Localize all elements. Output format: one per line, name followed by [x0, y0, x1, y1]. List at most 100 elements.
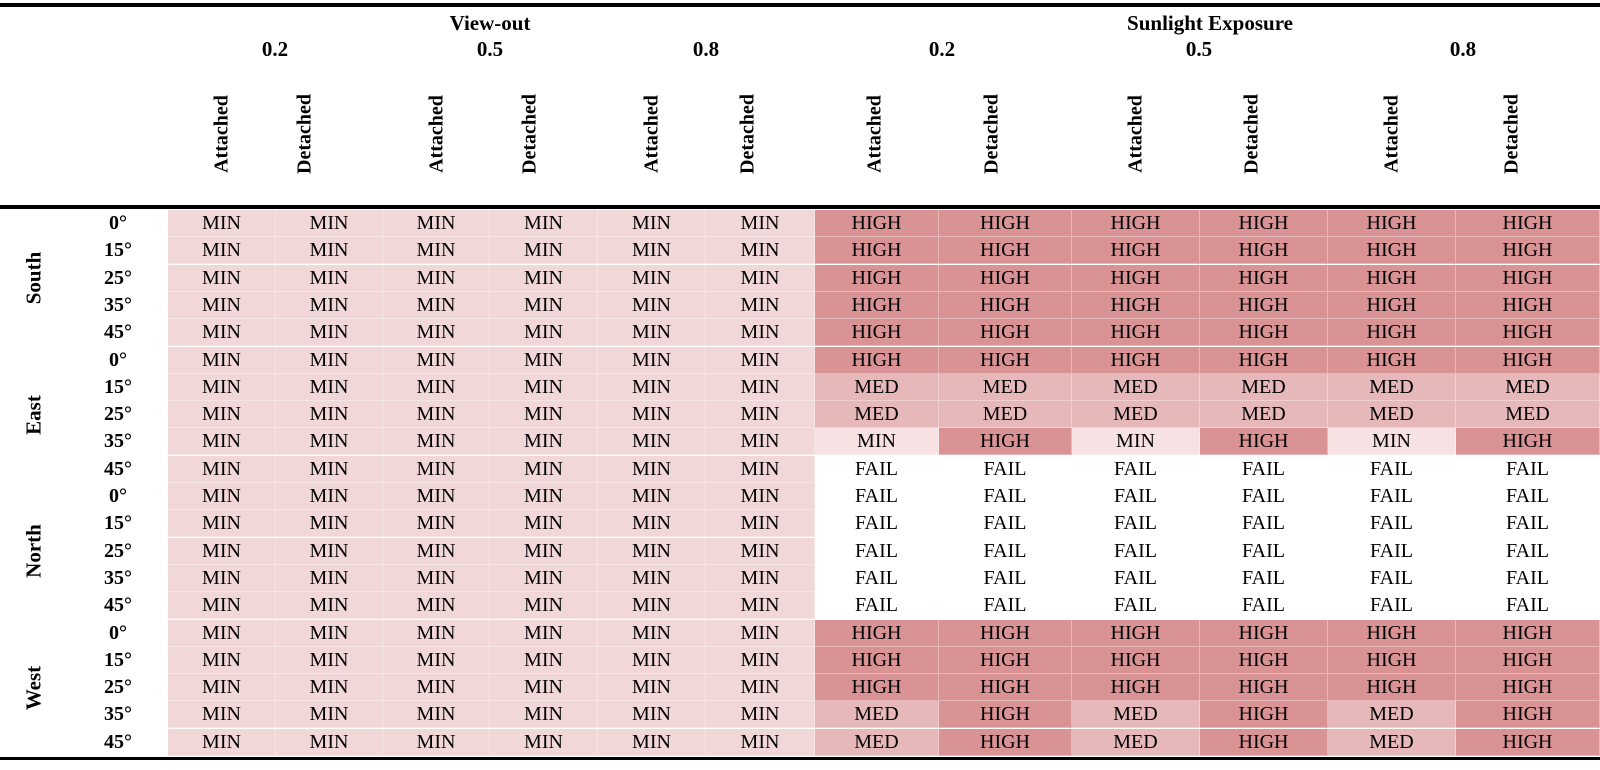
- detached-header: Detached: [516, 86, 544, 182]
- table-cell: HIGH: [1456, 646, 1600, 674]
- ratio-header: 0.5: [476, 37, 504, 61]
- table-cell: MIN: [490, 537, 598, 565]
- table-row: 15° MIN MIN MIN MIN MIN MIN HIGH HIGH HIGH HIGH HIG…: [0, 237, 1600, 265]
- table-cell: MIN: [598, 592, 706, 620]
- ratio-header: 0.5: [1185, 37, 1213, 61]
- table-cell: MIN: [168, 373, 276, 401]
- table-cell: FAIL: [815, 592, 939, 620]
- table-cell: MIN: [706, 592, 815, 620]
- table-cell: MIN: [706, 428, 815, 456]
- table-cell: MED: [939, 373, 1072, 401]
- table-cell: MIN: [168, 646, 276, 674]
- table-cell: MIN: [490, 428, 598, 456]
- table-cell: MIN: [168, 401, 276, 429]
- table-cell: MIN: [598, 483, 706, 510]
- table-cell: MIN: [168, 346, 276, 374]
- orientation-group: North: [16, 483, 52, 620]
- table-cell: MED: [815, 701, 939, 729]
- table-cell: FAIL: [1200, 592, 1328, 620]
- table-row: 0° MIN MIN MIN MIN MIN MIN HIGH HIGH HIGH HIGH HIGH…: [0, 619, 1600, 647]
- table-cell: MED: [1328, 401, 1456, 429]
- table-cell: HIGH: [1072, 237, 1200, 265]
- table-cell: MIN: [383, 592, 490, 620]
- table-cell: MED: [1328, 728, 1456, 756]
- table-cell: HIGH: [1200, 237, 1328, 265]
- header-rule: [0, 205, 1600, 209]
- table-cell: MIN: [706, 455, 815, 483]
- table-cell: MIN: [383, 237, 490, 265]
- table-cell: MIN: [490, 210, 598, 237]
- table-cell: FAIL: [939, 592, 1072, 620]
- table-cell: MIN: [490, 291, 598, 319]
- table-cell: HIGH: [1072, 319, 1200, 347]
- tilt-angle-label: 35°: [104, 293, 132, 316]
- table-cell: MIN: [490, 237, 598, 265]
- attached-header: Attached: [861, 86, 889, 182]
- orientation-group: East: [16, 347, 52, 484]
- table-cell: HIGH: [1456, 237, 1600, 265]
- table-cell: MIN: [168, 674, 276, 702]
- table-cell: MIN: [706, 510, 815, 538]
- table-cell: FAIL: [1072, 455, 1200, 483]
- table-cell: MED: [1200, 373, 1328, 401]
- table-cell: HIGH: [1072, 674, 1200, 702]
- tilt-angle-label: 45°: [104, 730, 132, 753]
- table-cell: FAIL: [1072, 483, 1200, 510]
- table-cell: HIGH: [1456, 319, 1600, 347]
- table-row: 25° MIN MIN MIN MIN MIN MIN MED MED MED MED MED MED: [0, 401, 1600, 429]
- detached-header: Detached: [734, 86, 762, 182]
- table-cell: HIGH: [939, 428, 1072, 456]
- table-cell: HIGH: [939, 701, 1072, 729]
- table-cell: MED: [815, 401, 939, 429]
- tilt-angle-label: 35°: [104, 430, 132, 453]
- table-row: 35° MIN MIN MIN MIN MIN MIN FAIL FAIL FAIL FAIL FAI…: [0, 564, 1600, 592]
- table-cell: MIN: [276, 537, 383, 565]
- table-cell: FAIL: [1200, 483, 1328, 510]
- table-cell: MIN: [815, 428, 939, 456]
- table-cell: MIN: [598, 646, 706, 674]
- table-cell: MIN: [383, 483, 490, 510]
- table-cell: MIN: [490, 592, 598, 620]
- orientation-label: North: [21, 524, 46, 579]
- detached-label: Detached: [736, 94, 759, 174]
- table-cell: MIN: [383, 291, 490, 319]
- table-cell: MIN: [1328, 428, 1456, 456]
- table-cell: MIN: [490, 728, 598, 756]
- table-cell: FAIL: [1328, 455, 1456, 483]
- table-cell: HIGH: [1456, 428, 1600, 456]
- table-row: 0° MIN MIN MIN MIN MIN MIN HIGH HIGH HIGH HIGH HIGH…: [0, 346, 1600, 374]
- table-row: 45° MIN MIN MIN MIN MIN MIN HIGH HIGH HIGH HIGH HIG…: [0, 319, 1600, 347]
- tilt-angle-label: 35°: [104, 566, 132, 589]
- view-out-header: View-out: [449, 11, 531, 35]
- table-cell: HIGH: [1456, 291, 1600, 319]
- table-cell: MIN: [598, 210, 706, 237]
- table-cell: HIGH: [1456, 728, 1600, 756]
- table-cell: MIN: [383, 646, 490, 674]
- table-cell: HIGH: [1456, 346, 1600, 374]
- table-row: 15° MIN MIN MIN MIN MIN MIN HIGH HIGH HIGH HIGH HIG…: [0, 646, 1600, 674]
- table-cell: FAIL: [1456, 592, 1600, 620]
- table-cell: MIN: [490, 510, 598, 538]
- table-cell: FAIL: [815, 483, 939, 510]
- table-cell: MED: [1456, 401, 1600, 429]
- table-cell: HIGH: [1328, 237, 1456, 265]
- table-cell: MIN: [276, 455, 383, 483]
- table-cell: HIGH: [815, 346, 939, 374]
- table-cell: MIN: [490, 373, 598, 401]
- table-cell: MIN: [276, 619, 383, 647]
- table-cell: HIGH: [939, 619, 1072, 647]
- table-cell: FAIL: [939, 564, 1072, 592]
- table-cell: HIGH: [1328, 674, 1456, 702]
- table-cell: HIGH: [1200, 619, 1328, 647]
- ratio-header: 0.8: [692, 37, 720, 61]
- table-row: 25° MIN MIN MIN MIN MIN MIN HIGH HIGH HIGH HIGH HIG…: [0, 674, 1600, 702]
- bottom-rule: [0, 757, 1600, 760]
- table-cell: HIGH: [939, 646, 1072, 674]
- attached-label: Attached: [1380, 95, 1403, 173]
- attached-label: Attached: [425, 95, 448, 173]
- tilt-angle-label: 45°: [104, 594, 132, 617]
- table-cell: MIN: [598, 455, 706, 483]
- table-cell: MIN: [598, 674, 706, 702]
- tilt-angle-label: 0°: [109, 348, 127, 371]
- table-cell: HIGH: [1456, 674, 1600, 702]
